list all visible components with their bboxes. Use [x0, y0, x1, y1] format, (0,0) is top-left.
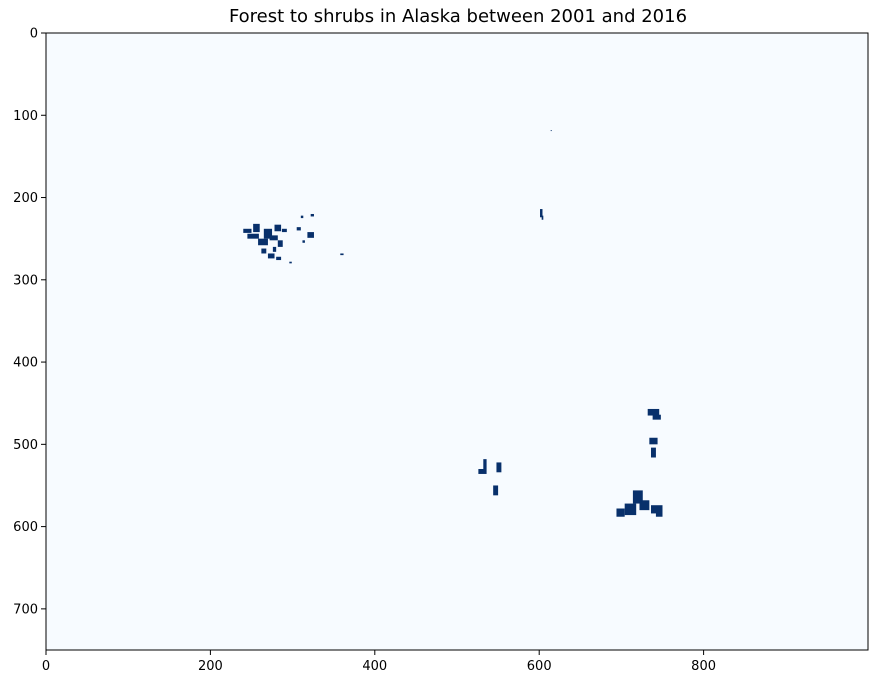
change-patch	[310, 213, 314, 217]
change-patch	[261, 248, 267, 254]
plot-frame	[45, 32, 869, 651]
y-tick-label: 0	[30, 27, 38, 42]
change-patch	[302, 240, 305, 243]
change-patch	[650, 505, 663, 514]
change-patch	[647, 408, 660, 416]
x-tick-label: 200	[198, 659, 223, 674]
change-patch	[243, 228, 252, 233]
change-patch	[267, 253, 275, 259]
change-patch	[281, 228, 287, 233]
change-patch	[340, 253, 344, 256]
x-tick-label: 600	[527, 659, 552, 674]
change-patch	[616, 508, 625, 517]
change-patch	[307, 232, 314, 238]
y-axis: 0 100 200 300 400 500 600 700	[13, 27, 46, 617]
y-tick-label: 400	[13, 356, 38, 371]
change-patch	[483, 459, 487, 470]
change-patch	[296, 227, 301, 231]
change-patch	[496, 462, 502, 473]
y-tick-label: 500	[13, 438, 38, 453]
change-patch	[274, 224, 282, 232]
change-patch	[478, 469, 487, 474]
y-tick-label: 100	[13, 109, 38, 124]
x-tick-label: 0	[42, 659, 50, 674]
change-patch	[269, 235, 278, 241]
change-patch	[247, 233, 259, 239]
y-tick-label: 700	[13, 602, 38, 617]
x-axis: 0 200 400 600 800	[42, 650, 716, 674]
change-patch	[652, 414, 661, 420]
change-patch	[655, 510, 663, 517]
change-patch	[276, 256, 282, 261]
chart-title: Forest to shrubs in Alaska between 2001 …	[229, 6, 687, 27]
change-patch	[289, 261, 292, 264]
change-patch	[650, 447, 656, 458]
x-tick-label: 800	[691, 659, 716, 674]
plot-area	[45, 32, 869, 651]
x-tick-label: 400	[362, 659, 387, 674]
change-patch	[550, 130, 552, 132]
y-tick-label: 300	[13, 273, 38, 288]
change-patch	[277, 240, 283, 247]
change-patch	[300, 215, 304, 219]
change-patch	[493, 485, 499, 496]
change-patch	[253, 223, 260, 233]
change-patches	[243, 130, 663, 517]
change-patch	[541, 215, 544, 220]
change-patch	[649, 437, 658, 445]
change-patch	[624, 503, 637, 516]
change-patch	[263, 228, 273, 239]
change-patch	[258, 238, 268, 246]
change-patch	[272, 246, 277, 252]
y-tick-label: 600	[13, 520, 38, 535]
change-patch	[632, 490, 643, 504]
y-tick-label: 200	[13, 191, 38, 206]
change-patch	[540, 209, 543, 218]
change-patch	[639, 500, 650, 511]
